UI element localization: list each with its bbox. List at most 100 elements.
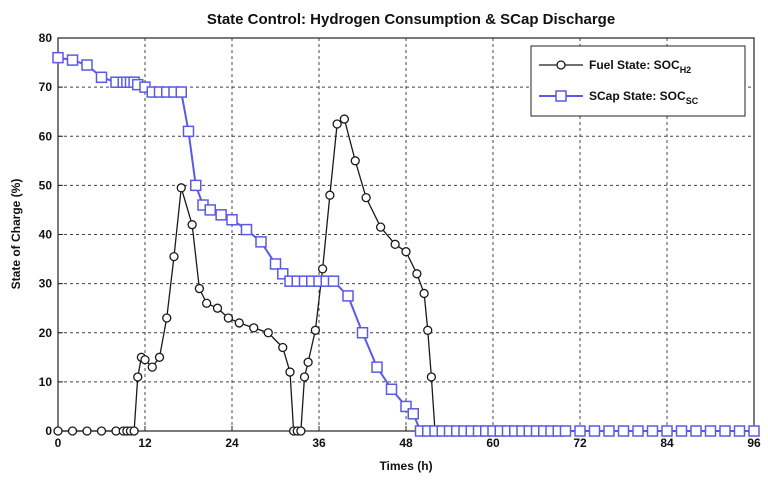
- data-point: [646, 425, 659, 437]
- data-point: [96, 426, 107, 436]
- data-point: [263, 328, 273, 338]
- data-point: [255, 236, 267, 248]
- legend: Fuel State: SOCH2 SCap State: SOCSC: [530, 45, 746, 117]
- data-point: [212, 303, 223, 313]
- axis-ticks: 0 12 24 36 48 60 72 84 96 0 10 20 30 40 50 60 70 80: [39, 31, 761, 450]
- data-point: [154, 352, 165, 362]
- data-point: [67, 426, 78, 436]
- chart-title: State Control: Hydrogen Consumption & SC…: [207, 11, 615, 28]
- legend-item: Fuel State: SOCH2: [539, 58, 691, 75]
- y-tick-label: 10: [39, 375, 53, 389]
- data-point: [342, 290, 354, 302]
- x-tick-label: 12: [138, 436, 152, 450]
- data-point: [175, 86, 187, 98]
- data-point: [748, 425, 760, 437]
- data-point: [407, 408, 419, 420]
- data-point: [240, 223, 253, 236]
- data-point: [169, 251, 179, 262]
- data-point: [296, 426, 306, 436]
- data-point: [223, 313, 234, 323]
- data-point: [401, 247, 411, 257]
- data-point: [129, 426, 139, 436]
- data-point: [190, 179, 202, 192]
- data-point: [201, 298, 212, 308]
- data-point: [390, 239, 400, 249]
- data-point: [423, 325, 433, 335]
- data-point: [215, 209, 227, 221]
- data-point: [690, 425, 702, 437]
- data-point: [249, 323, 259, 333]
- data-point: [733, 425, 746, 437]
- legend-swatch-marker: [556, 60, 566, 70]
- legend-item: SCap State: SOCSC: [539, 89, 699, 106]
- y-axis-label: State of Charge (%): [9, 179, 23, 290]
- data-point: [385, 383, 398, 395]
- data-point: [617, 425, 630, 437]
- data-point: [82, 426, 92, 436]
- data-point: [182, 125, 195, 138]
- data-point: [176, 183, 186, 193]
- data-point: [412, 269, 422, 279]
- data-point: [661, 425, 673, 437]
- data-point: [350, 156, 360, 166]
- data-point: [187, 220, 197, 230]
- legend-label: Fuel State: SOCH2: [589, 58, 691, 75]
- data-point: [53, 426, 63, 436]
- data-point: [704, 425, 717, 437]
- y-tick-label: 60: [39, 129, 53, 143]
- data-point: [603, 425, 615, 437]
- x-tick-label: 36: [312, 436, 326, 450]
- y-tick-label: 50: [39, 178, 53, 192]
- data-point: [400, 400, 412, 413]
- legend-label: SCap State: SOCSC: [589, 89, 699, 106]
- x-tick-label: 96: [747, 436, 761, 450]
- data-point: [204, 204, 216, 216]
- data-point: [339, 114, 350, 124]
- y-tick-label: 40: [39, 228, 53, 242]
- data-point: [317, 264, 328, 274]
- series-scap-state: [52, 51, 760, 437]
- data-point: [278, 342, 288, 353]
- x-tick-label: 60: [486, 436, 500, 450]
- x-tick-label: 84: [660, 436, 674, 450]
- data-point: [332, 119, 342, 129]
- data-point: [81, 59, 93, 71]
- data-point: [325, 190, 335, 200]
- data-point: [426, 372, 437, 382]
- data-point: [299, 372, 310, 382]
- data-point: [147, 362, 157, 372]
- y-tick-label: 0: [45, 424, 52, 438]
- data-point: [66, 54, 79, 66]
- y-tick-label: 80: [39, 31, 53, 45]
- data-point: [632, 425, 644, 437]
- data-point: [133, 372, 143, 382]
- y-tick-label: 20: [39, 326, 53, 340]
- data-point: [52, 51, 64, 64]
- data-point: [375, 222, 386, 232]
- data-point: [574, 425, 586, 437]
- x-axis-label: Times (h): [379, 459, 432, 473]
- x-tick-label: 48: [399, 436, 413, 450]
- data-point: [194, 283, 205, 294]
- legend-box: [530, 45, 746, 117]
- data-point: [719, 425, 731, 437]
- data-point: [327, 275, 340, 287]
- data-point: [356, 327, 369, 339]
- data-point: [95, 71, 108, 84]
- data-point: [277, 268, 289, 280]
- x-tick-label: 24: [225, 436, 239, 450]
- data-point: [588, 425, 601, 437]
- x-tick-label: 72: [573, 436, 587, 450]
- data-point: [310, 325, 321, 335]
- data-point: [675, 425, 688, 437]
- data-point: [269, 258, 282, 270]
- y-tick-label: 70: [39, 80, 53, 94]
- data-point: [162, 313, 172, 323]
- data-point: [140, 355, 150, 365]
- data-point: [234, 318, 244, 328]
- data-point: [303, 357, 313, 367]
- x-tick-label: 0: [55, 436, 62, 450]
- legend-swatch-marker: [555, 90, 567, 102]
- data-point: [559, 425, 572, 437]
